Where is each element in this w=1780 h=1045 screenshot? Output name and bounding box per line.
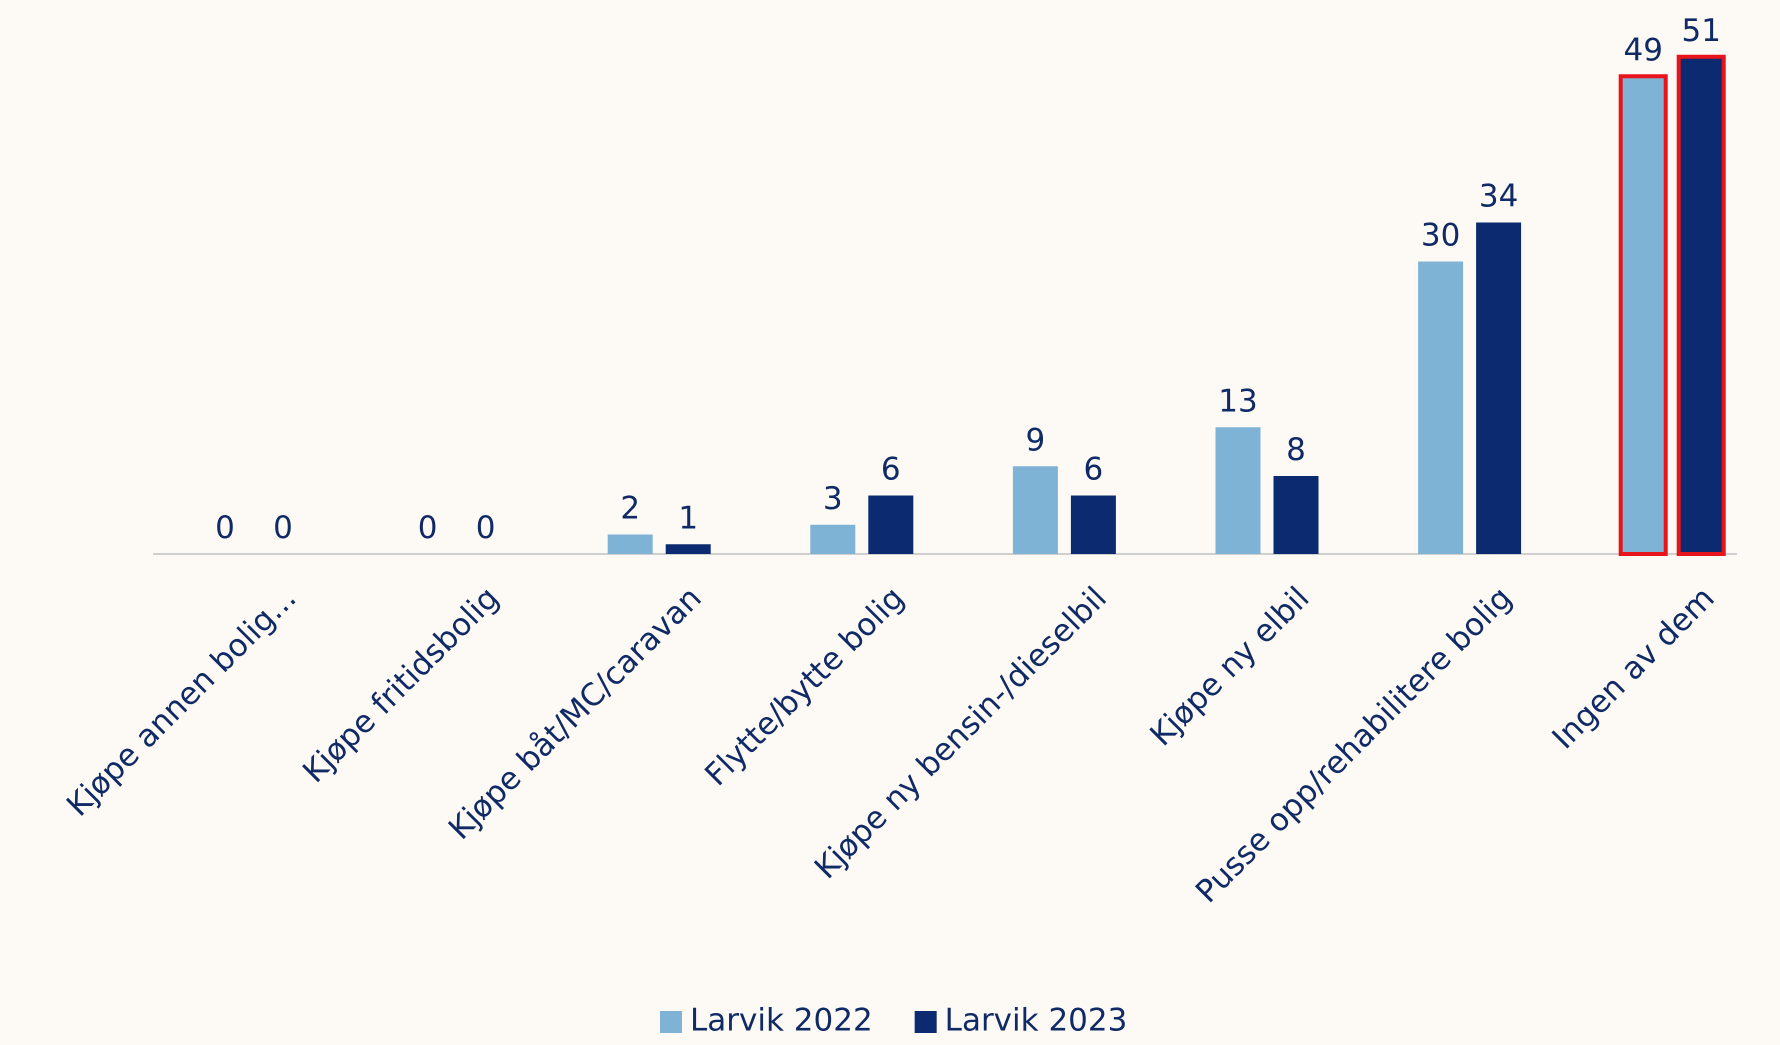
value-label: 0 — [273, 510, 293, 546]
bar — [810, 524, 856, 554]
value-label: 9 — [1026, 422, 1046, 458]
value-label: 30 — [1421, 218, 1460, 254]
value-label: 3 — [823, 481, 843, 517]
bar — [1618, 74, 1668, 556]
value-label: 2 — [620, 491, 640, 527]
legend-swatch — [914, 1011, 937, 1033]
value-label: 49 — [1623, 32, 1662, 68]
bar — [868, 495, 914, 554]
value-label: 0 — [418, 510, 438, 546]
legend-label: Larvik 2022 — [690, 1003, 873, 1039]
value-label: 34 — [1479, 179, 1518, 215]
bar — [1676, 54, 1726, 556]
legend-swatch — [660, 1011, 682, 1033]
bar — [1012, 466, 1058, 554]
value-label: 0 — [215, 510, 235, 546]
value-label: 8 — [1286, 432, 1306, 468]
bar — [1476, 222, 1522, 554]
legend-label: Larvik 2023 — [945, 1003, 1128, 1039]
value-label: 13 — [1218, 383, 1257, 419]
bar — [607, 534, 653, 554]
bar — [1418, 261, 1464, 554]
bar — [1215, 427, 1261, 554]
value-label: 51 — [1681, 13, 1720, 49]
value-label: 6 — [1084, 452, 1104, 488]
value-label: 0 — [476, 510, 496, 546]
value-label: 6 — [881, 452, 901, 488]
bar — [1273, 476, 1319, 554]
value-label: 1 — [678, 500, 698, 536]
bar — [1070, 495, 1116, 554]
bar — [665, 544, 711, 554]
